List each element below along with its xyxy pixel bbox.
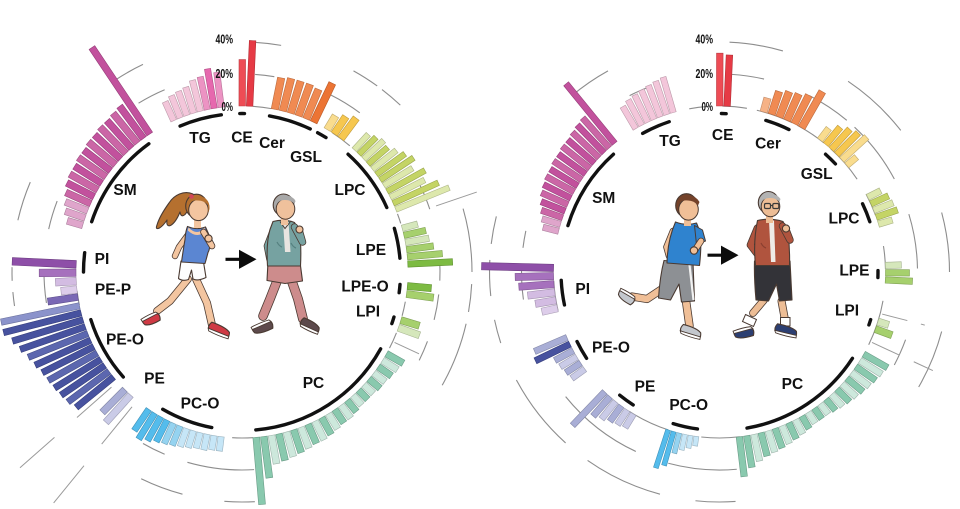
- svg-text:PE-P: PE-P: [95, 282, 131, 299]
- svg-text:LPC: LPC: [829, 211, 860, 228]
- svg-text:GSL: GSL: [290, 149, 322, 166]
- svg-text:0%: 0%: [702, 100, 714, 114]
- svg-text:LPI: LPI: [356, 304, 380, 321]
- svg-text:GSL: GSL: [801, 166, 833, 183]
- svg-text:Cer: Cer: [259, 135, 285, 152]
- svg-text:20%: 20%: [216, 67, 234, 81]
- svg-text:LPC: LPC: [335, 182, 366, 199]
- svg-text:40%: 40%: [696, 33, 714, 47]
- svg-text:PI: PI: [575, 281, 590, 298]
- svg-text:CE: CE: [712, 127, 734, 144]
- svg-text:PI: PI: [95, 251, 110, 268]
- svg-text:PC: PC: [303, 375, 325, 392]
- svg-text:PC-O: PC-O: [181, 396, 220, 413]
- svg-text:PE-O: PE-O: [592, 340, 630, 357]
- svg-text:40%: 40%: [216, 33, 234, 47]
- svg-text:PC-O: PC-O: [669, 397, 708, 414]
- svg-text:LPE: LPE: [839, 263, 869, 280]
- svg-text:TG: TG: [659, 133, 681, 150]
- svg-text:CE: CE: [231, 130, 253, 147]
- svg-text:SM: SM: [113, 182, 136, 199]
- svg-text:PE: PE: [144, 371, 165, 388]
- svg-text:LPE-O: LPE-O: [341, 279, 388, 296]
- svg-text:PC: PC: [782, 376, 804, 393]
- svg-text:20%: 20%: [696, 67, 714, 81]
- svg-text:LPI: LPI: [835, 303, 859, 320]
- svg-text:LPE: LPE: [356, 242, 386, 259]
- svg-text:0%: 0%: [222, 100, 234, 114]
- svg-text:PE: PE: [635, 379, 656, 396]
- svg-text:Cer: Cer: [755, 136, 781, 153]
- svg-text:PE-O: PE-O: [106, 332, 144, 349]
- svg-text:TG: TG: [189, 130, 211, 147]
- svg-text:SM: SM: [592, 190, 615, 207]
